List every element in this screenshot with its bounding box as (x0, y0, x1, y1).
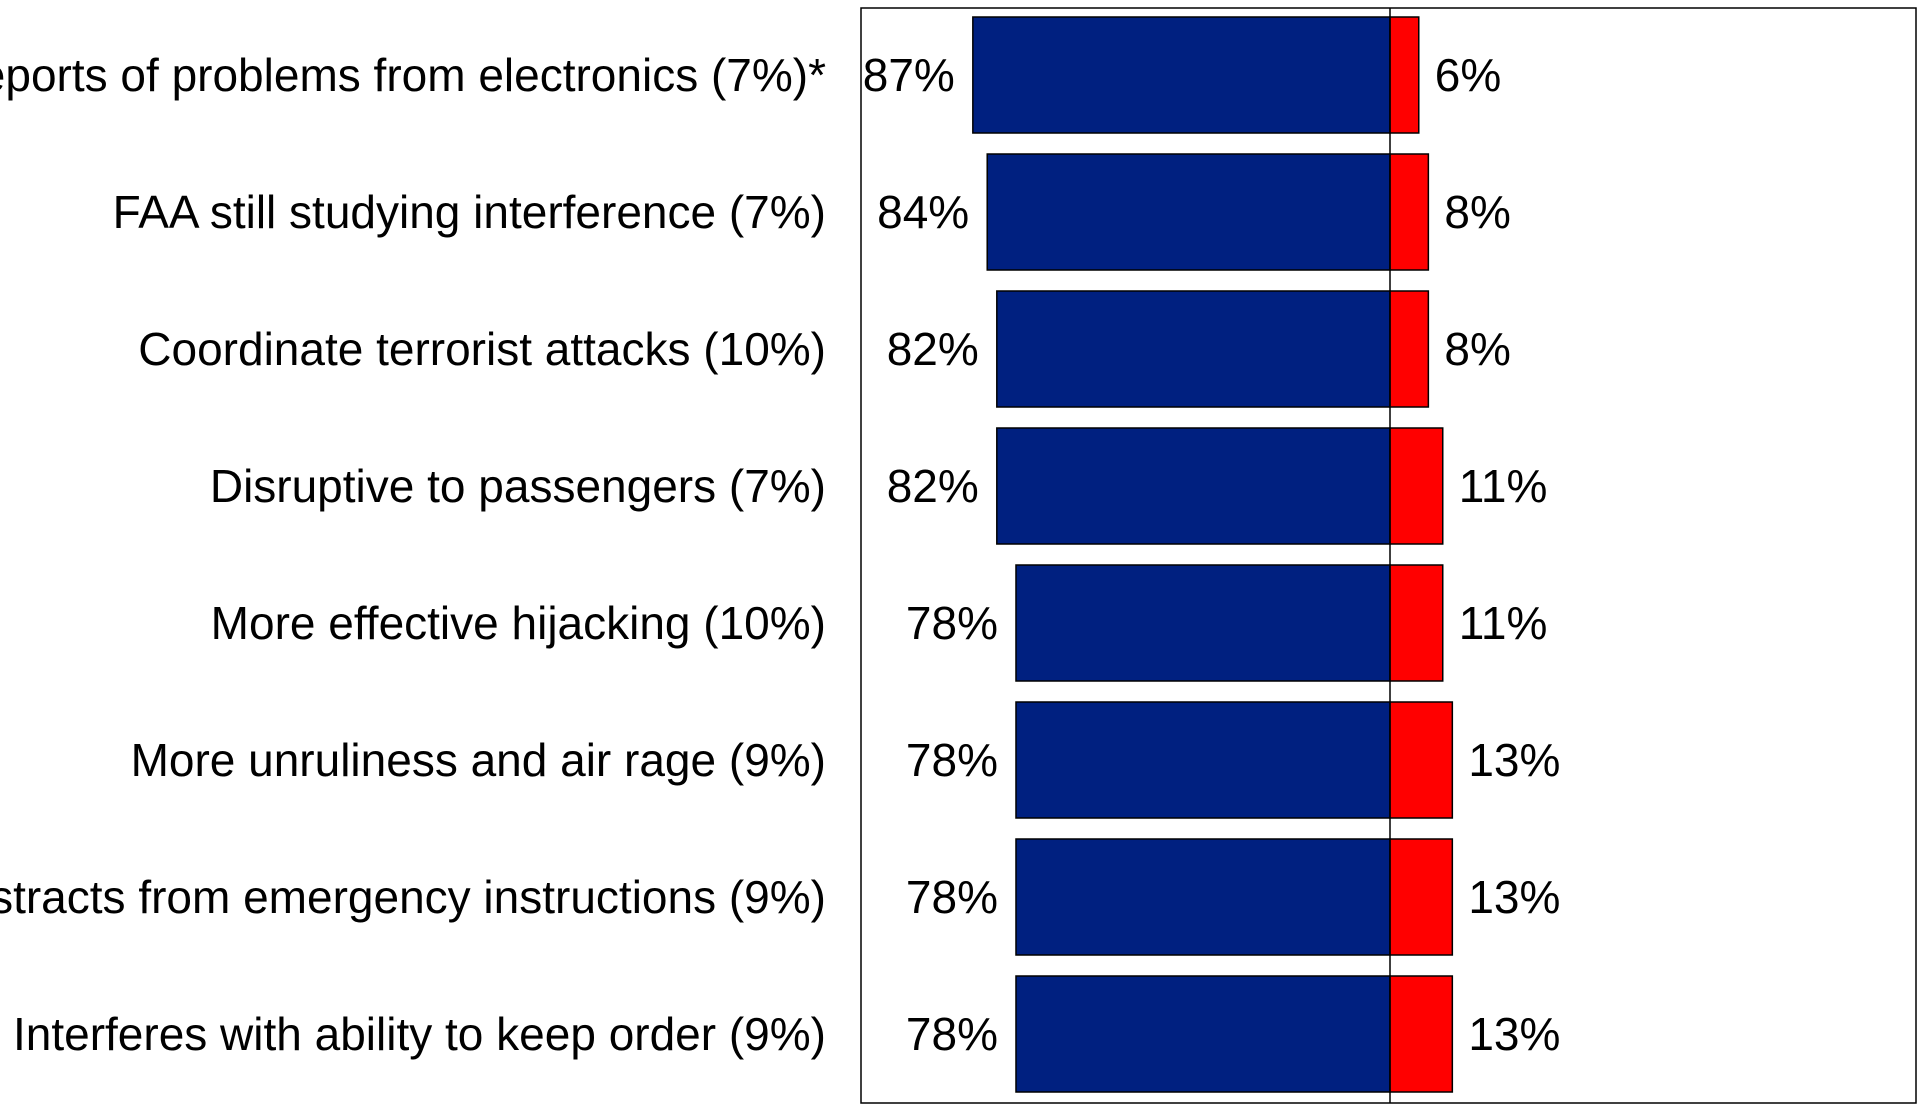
data-label-left: 84% (877, 186, 969, 238)
bar-left (972, 16, 1391, 134)
bar-right (1389, 701, 1454, 819)
plot-area-frame (860, 7, 1917, 1104)
bar-right (1389, 838, 1454, 956)
bar-left (996, 427, 1391, 545)
bar-right (1389, 564, 1444, 682)
category-label: Disruptive to passengers (7%) (210, 460, 826, 512)
data-label-right: 11% (1459, 460, 1548, 512)
data-label-left: 82% (887, 323, 979, 375)
data-label-right: 13% (1468, 1008, 1560, 1060)
data-label-left: 78% (906, 597, 998, 649)
bar-left (986, 153, 1391, 271)
category-label: Coordinate terrorist attacks (10%) (138, 323, 826, 375)
bar-left (1015, 838, 1391, 956)
data-label-left: 87% (863, 49, 955, 101)
data-label-right: 13% (1468, 871, 1560, 923)
bar-right (1389, 290, 1430, 408)
data-label-right: 13% (1468, 734, 1560, 786)
data-label-right: 11% (1459, 597, 1548, 649)
category-label: Distracts from emergency instructions (9… (0, 871, 826, 923)
data-label-right: 8% (1444, 323, 1510, 375)
bar-right (1389, 153, 1430, 271)
bar-right (1389, 975, 1454, 1093)
bar-right (1389, 427, 1444, 545)
bar-left (1015, 975, 1391, 1093)
category-label: FAA still studying interference (7%) (113, 186, 826, 238)
data-label-right: 8% (1444, 186, 1510, 238)
bar-right (1389, 16, 1420, 134)
data-label-left: 78% (906, 734, 998, 786)
data-label-left: 82% (887, 460, 979, 512)
category-label: More unruliness and air rage (9%) (131, 734, 826, 786)
data-label-right: 6% (1435, 49, 1501, 101)
category-label: Reports of problems from electronics (7%… (0, 49, 826, 101)
bar-left (1015, 564, 1391, 682)
bar-left (996, 290, 1391, 408)
category-label: More effective hijacking (10%) (211, 597, 826, 649)
labels-layer: Reports of problems from electronics (7%… (0, 49, 1560, 1060)
bars-layer (972, 16, 1454, 1093)
data-label-left: 78% (906, 1008, 998, 1060)
category-label: Interferes with ability to keep order (9… (13, 1008, 826, 1060)
bar-left (1015, 701, 1391, 819)
data-label-left: 78% (906, 871, 998, 923)
